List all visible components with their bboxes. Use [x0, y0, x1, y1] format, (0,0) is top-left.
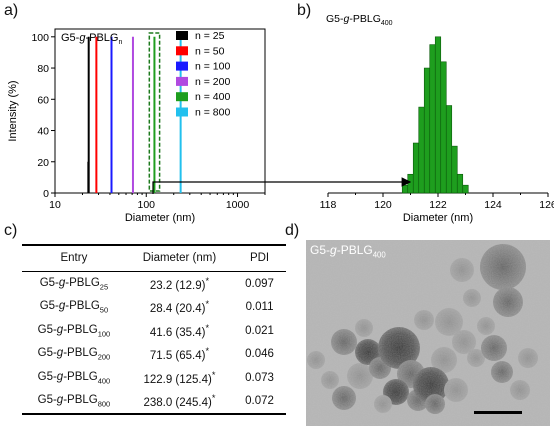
table-row: G5-g-PBLG100 41.6 (35.4)* 0.021 [22, 319, 286, 343]
legend-label-a: n = 25 [195, 30, 225, 42]
entry-cell: G5-g-PBLG400 [37, 370, 111, 385]
y-tick-label-a: 60 [37, 94, 49, 106]
panel-letter-c: c) [4, 222, 18, 239]
bar-b [451, 145, 458, 194]
x-tick-label-b: 122 [429, 199, 447, 211]
entry-cell: G5-g-PBLG25 [39, 276, 109, 291]
y-tick-label-a: 100 [31, 32, 49, 44]
x-tick-label-a: 10 [49, 199, 61, 211]
entry-cell: G5-g-PBLG200 [37, 347, 111, 362]
table-row: G5-g-PBLG50 28.4 (20.4)* 0.011 [22, 296, 286, 320]
entry-cell: G5-g-PBLG100 [37, 323, 111, 338]
x-tick-label-a: 100 [137, 199, 155, 211]
legend-label-a: n = 400 [195, 91, 230, 103]
y-tick-label-a: 40 [37, 126, 49, 138]
pdi-cell: 0.046 [245, 348, 274, 361]
diameter-cell: 122.9 (125.4)* [143, 369, 216, 386]
x-tick-label-b: 124 [484, 199, 502, 211]
legend-label-a: n = 800 [195, 107, 230, 119]
entry-cell: G5-g-PBLG50 [39, 300, 109, 315]
chart-a-plot-frame [54, 28, 266, 194]
chart-b-xlabel: Diameter (nm) [403, 212, 473, 224]
chart-a-annotation: G5-g-PBLGn [61, 32, 122, 46]
chart-a-ylabel: Intensity (%) [7, 80, 19, 141]
table-row: G5-g-PBLG400 122.9 (125.4)* 0.073 [22, 366, 286, 390]
x-tick-label-b: 118 [320, 199, 337, 211]
pdi-cell: 0.011 [245, 301, 274, 314]
diameter-cell: 28.4 (20.4)* [149, 299, 210, 316]
scale-bar [474, 411, 522, 414]
chart-a-xlabel: Diameter (nm) [125, 212, 195, 224]
pdi-cell: 0.021 [245, 324, 274, 337]
entry-cell: G5-g-PBLG800 [22, 389, 126, 415]
y-tick-label-a: 20 [37, 157, 49, 169]
bar-b [462, 184, 469, 194]
zoom-arrow [152, 177, 412, 194]
tem-sample-label: G5-g-PBLG400 [310, 243, 386, 260]
table-header-pdi: PDI [233, 244, 286, 272]
table-row: G5-g-PBLG200 71.5 (65.4)* 0.046 [22, 343, 286, 367]
diameter-cell: 71.5 (65.4)* [149, 346, 210, 363]
legend-swatch-a [176, 92, 188, 102]
tem-micrograph [306, 240, 550, 426]
table-header-entry: Entry [22, 244, 126, 272]
legend-label-a: n = 200 [195, 76, 230, 88]
diameter-cell: 41.6 (35.4)* [149, 322, 210, 339]
table-row: G5-g-PBLG800 238.0 (245.4)* 0.072 [22, 389, 286, 415]
pdi-cell: 0.073 [245, 371, 274, 384]
legend-swatch-a [176, 76, 188, 86]
diameter-cell: 238.0 (245.4)* [125, 389, 234, 415]
chart-a: 0 20 40 60 80 100 10 100 1000 G5-g-PBLGn n = 25 n… [7, 28, 266, 224]
x-tick-label-b: 120 [374, 199, 392, 211]
legend-swatch-a [176, 31, 188, 40]
table-row: G5-g-PBLG25 23.2 (12.9)* 0.097 [22, 272, 286, 296]
legend-label-a: n = 100 [195, 61, 230, 73]
pdi-cell: 0.072 [233, 389, 286, 415]
chart-b-annotation: G5-g-PBLG400 [326, 13, 393, 27]
y-tick-label-a: 80 [37, 63, 49, 75]
legend-swatch-a [176, 46, 188, 56]
zoom-arrow-layer [152, 177, 412, 194]
table-header-diameter: Diameter (nm) [125, 244, 234, 272]
panel-letter-b: b) [297, 2, 312, 19]
panel-letter-a: a) [4, 2, 19, 19]
y-tick-label-a: 0 [43, 188, 49, 200]
pdi-cell: 0.097 [245, 277, 274, 290]
x-tick-label-b: 126 [539, 199, 554, 211]
x-tick-label-a: 1000 [226, 199, 250, 211]
legend-swatch-a [176, 61, 188, 71]
diameter-cell: 23.2 (12.9)* [149, 275, 210, 292]
size-table: Entry Diameter (nm) PDI G5-g-PBLG25 23.2 … [22, 244, 286, 415]
panel-letter-d: d) [285, 222, 300, 239]
legend-label-a: n = 50 [195, 45, 225, 57]
bar-b [456, 173, 464, 194]
legend-swatch-a [176, 107, 188, 117]
